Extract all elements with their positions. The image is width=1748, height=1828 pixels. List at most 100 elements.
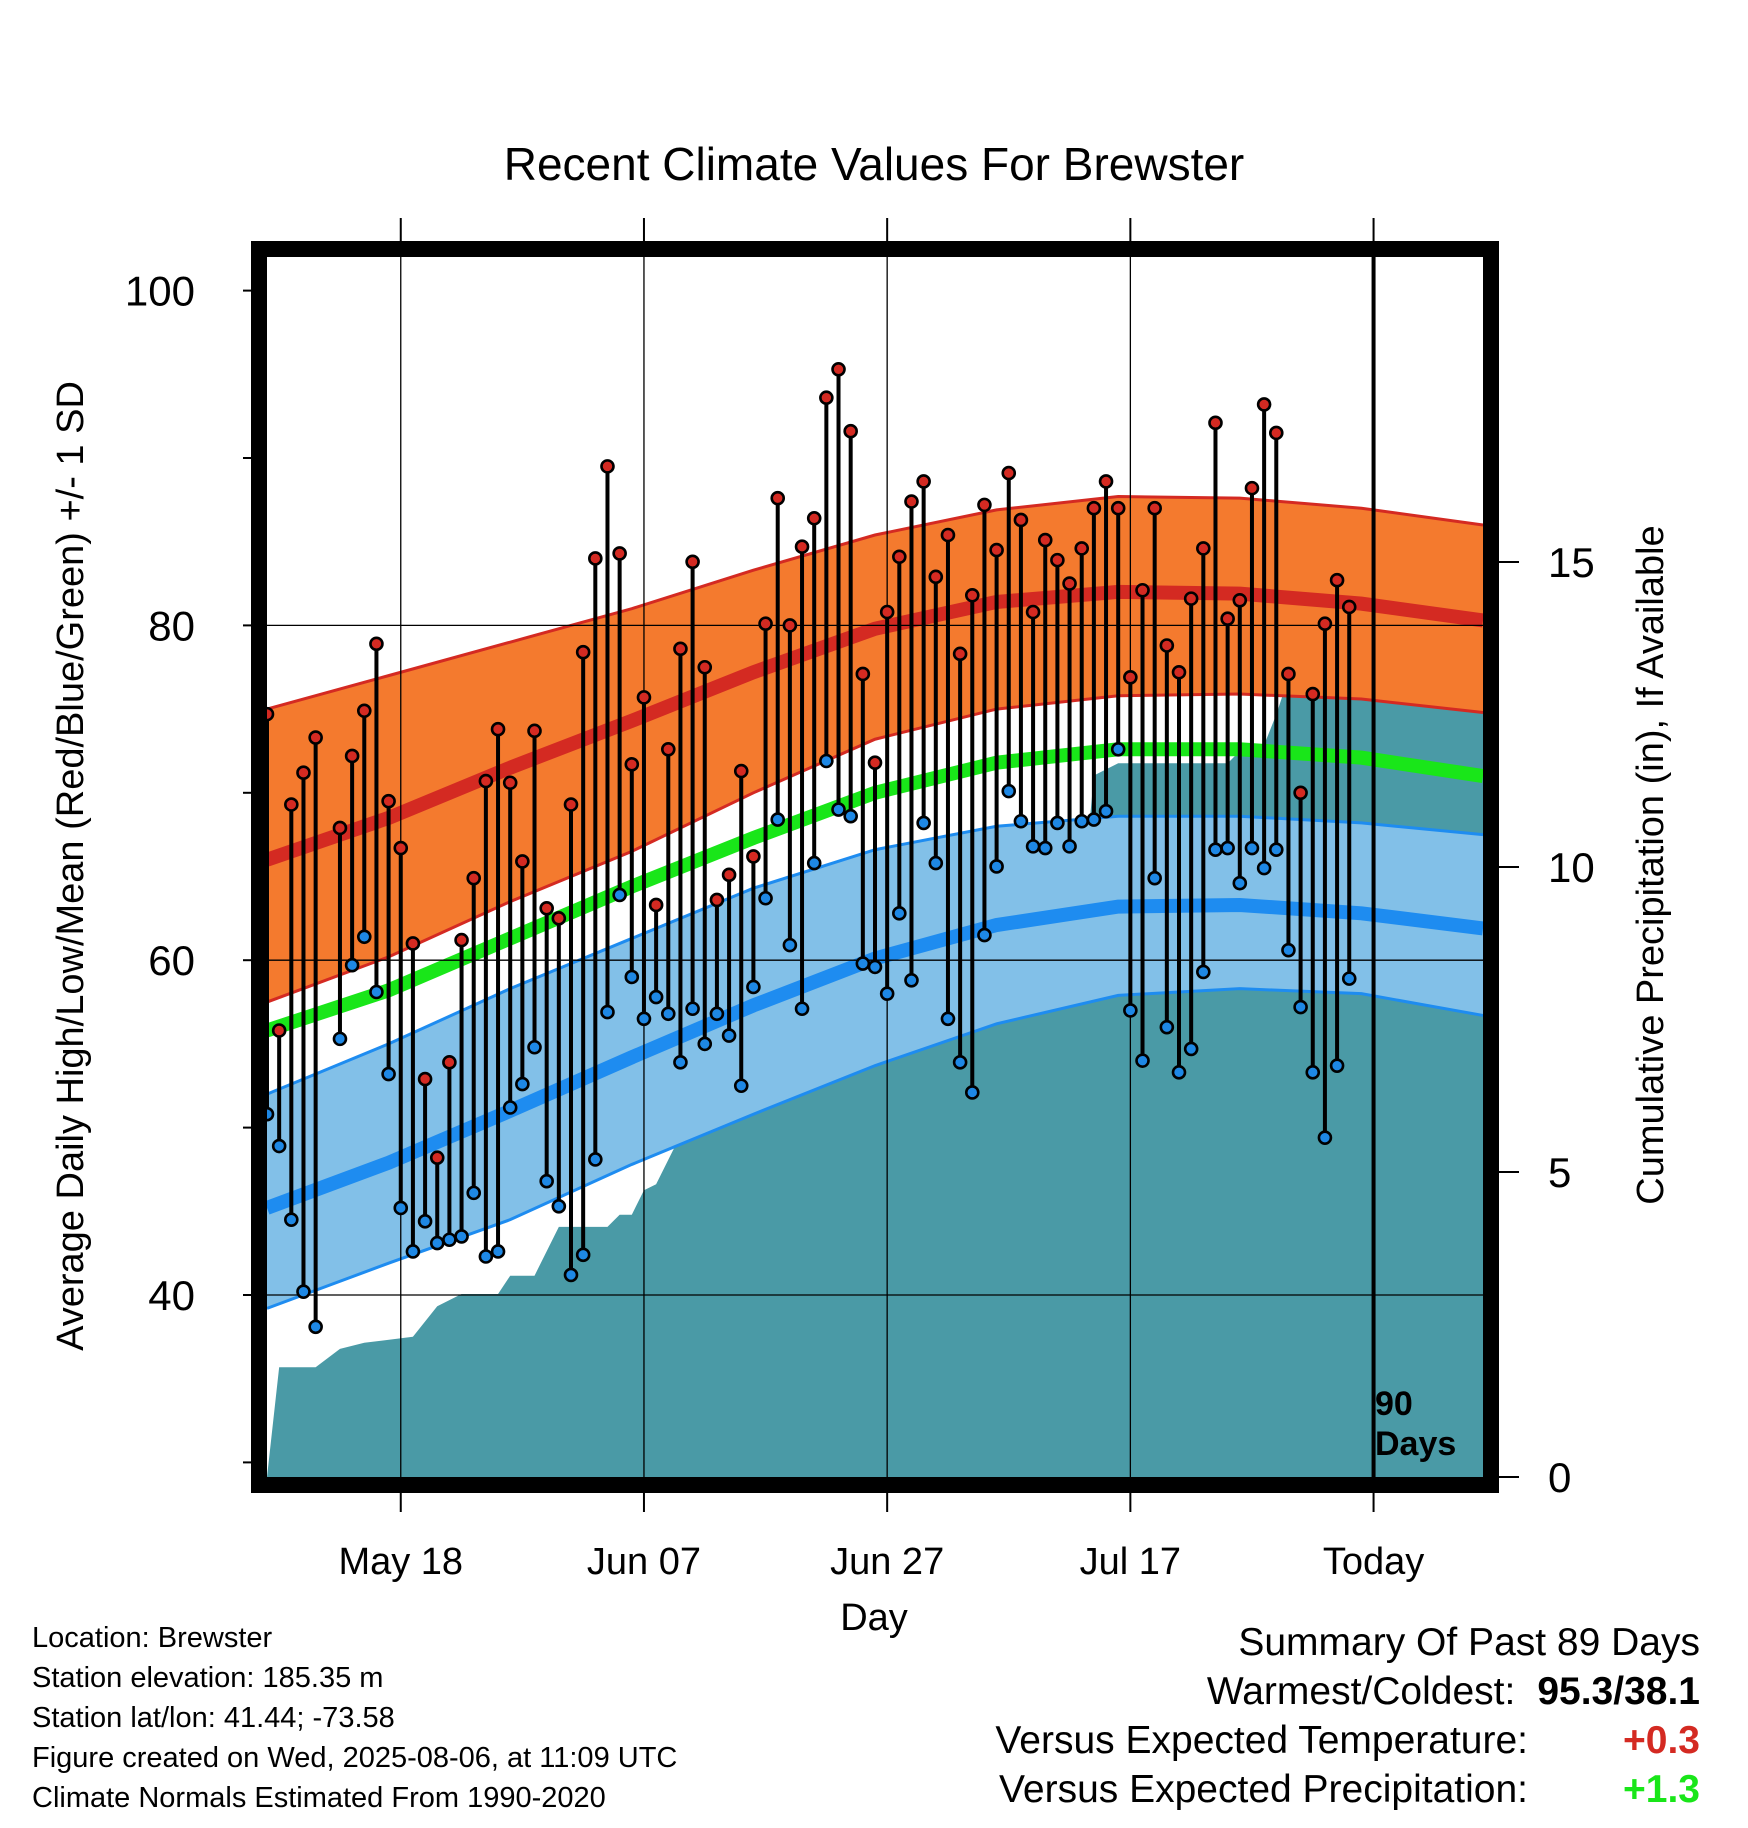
daily-high-dot bbox=[1037, 532, 1053, 548]
daily-high-dot bbox=[1147, 500, 1162, 516]
daily-low-dot bbox=[746, 979, 761, 995]
daily-high-dot bbox=[928, 569, 944, 585]
warmest-label: Warmest/Coldest: bbox=[1206, 1670, 1516, 1713]
daily-low-dot bbox=[1098, 803, 1114, 819]
y2-tick-label: 15 bbox=[1548, 539, 1595, 586]
daily-high-dot bbox=[539, 901, 554, 916]
daily-low-dot bbox=[1135, 1053, 1150, 1068]
y-tick-label: 60 bbox=[148, 937, 195, 984]
daily-low-dot bbox=[831, 802, 846, 817]
daily-high-dot bbox=[466, 870, 482, 886]
daily-low-dot bbox=[758, 890, 773, 906]
daily-low-dot bbox=[1074, 813, 1090, 829]
daily-low-dot bbox=[904, 972, 919, 988]
daily-low-dot bbox=[417, 1214, 433, 1229]
daily-high-dot bbox=[1098, 474, 1114, 489]
daily-low-dot bbox=[356, 929, 372, 945]
daily-low-dot bbox=[1183, 1041, 1199, 1057]
daily-high-dot bbox=[697, 659, 713, 675]
daily-low-dot bbox=[721, 1028, 737, 1043]
daily-high-dot bbox=[916, 474, 931, 489]
daily-high-dot bbox=[660, 741, 676, 757]
daily-low-dot bbox=[296, 1284, 311, 1299]
daily-low-dot bbox=[308, 1319, 323, 1335]
created-text: Figure created on Wed, 2025-08-06, at 11… bbox=[32, 1742, 678, 1774]
daily-low-dot bbox=[1220, 840, 1235, 856]
daily-low-dot bbox=[977, 927, 992, 943]
latlon-text: Station lat/lon: 41.44; -73.58 bbox=[32, 1702, 395, 1734]
y-tick-label: 40 bbox=[148, 1272, 195, 1319]
daily-high-dot bbox=[1086, 500, 1102, 516]
elevation-text: Station elevation: 185.35 m bbox=[32, 1662, 384, 1694]
daily-high-dot bbox=[721, 867, 737, 883]
daily-low-dot bbox=[660, 1006, 676, 1022]
daily-low-dot bbox=[1232, 875, 1248, 891]
daily-high-dot bbox=[1183, 591, 1199, 606]
daily-low-dot bbox=[916, 815, 931, 831]
daily-low-dot bbox=[855, 956, 871, 971]
x-axis-label: Day bbox=[840, 1597, 908, 1639]
daily-high-dot bbox=[1244, 480, 1260, 496]
daily-high-dot bbox=[952, 646, 968, 662]
daily-low-dot bbox=[819, 753, 834, 769]
temp-label: Versus Expected Temperature: bbox=[995, 1719, 1528, 1762]
x-tick-label: May 18 bbox=[338, 1541, 463, 1583]
daily-low-dot bbox=[612, 887, 627, 903]
daily-high-dot bbox=[1013, 512, 1029, 528]
daily-high-dot bbox=[600, 459, 615, 474]
daily-high-dot bbox=[454, 932, 469, 948]
y-axis-label: Average Daily High/Low/Mean (Red/Blue/Gr… bbox=[50, 381, 92, 1351]
daily-high-dot bbox=[806, 510, 822, 526]
daily-high-dot bbox=[782, 618, 798, 633]
x-tick-label: Jun 07 bbox=[587, 1541, 701, 1583]
daily-high-dot bbox=[1341, 599, 1357, 615]
daily-low-dot bbox=[1110, 741, 1126, 757]
daily-high-dot bbox=[1196, 541, 1211, 556]
daily-low-dot bbox=[502, 1100, 518, 1115]
daily-high-dot bbox=[1220, 611, 1235, 627]
normals-note: Climate Normals Estimated From 1990-2020 bbox=[32, 1782, 606, 1814]
summary-warmest-row: Warmest/Coldest: 95.3/38.1 bbox=[995, 1667, 1700, 1716]
daily-low-dot bbox=[964, 1085, 980, 1100]
daily-low-dot bbox=[1062, 839, 1077, 854]
y2-tick-label: 0 bbox=[1548, 1454, 1571, 1501]
daily-high-dot bbox=[648, 897, 664, 913]
daily-low-dot bbox=[709, 1006, 725, 1022]
daily-low-dot bbox=[1317, 1130, 1333, 1145]
y2-tick-label: 10 bbox=[1548, 844, 1595, 891]
summary-heading: Summary Of Past 89 Days bbox=[1238, 1621, 1700, 1664]
daily-low-dot bbox=[1196, 964, 1211, 980]
daily-low-dot bbox=[600, 1004, 615, 1020]
daily-low-dot bbox=[1244, 840, 1260, 856]
daily-low-dot bbox=[1050, 815, 1065, 831]
daily-high-dot bbox=[1293, 785, 1308, 801]
daily-high-dot bbox=[843, 423, 858, 439]
daily-high-dot bbox=[527, 723, 542, 739]
daily-low-dot bbox=[1268, 842, 1284, 858]
daily-high-dot bbox=[551, 911, 567, 926]
daily-low-dot bbox=[1341, 971, 1357, 986]
daily-high-dot bbox=[284, 797, 299, 812]
daily-low-dot bbox=[393, 1200, 409, 1216]
daily-high-dot bbox=[588, 551, 603, 566]
daily-low-dot bbox=[1159, 1019, 1175, 1035]
summary-panel: Summary Of Past 89 Days Warmest/Coldest:… bbox=[995, 1618, 1700, 1814]
daily-high-dot bbox=[575, 644, 591, 660]
daily-low-dot bbox=[1013, 813, 1029, 829]
daily-high-dot bbox=[563, 797, 579, 812]
daily-high-dot bbox=[989, 542, 1004, 558]
daily-high-dot bbox=[904, 494, 919, 509]
daily-low-dot bbox=[478, 1249, 494, 1264]
daily-low-dot bbox=[940, 1011, 956, 1027]
daily-low-dot bbox=[344, 957, 360, 973]
daily-low-dot bbox=[515, 1076, 530, 1092]
warmest-value: 95.3/38.1 bbox=[1537, 1670, 1700, 1713]
daily-low-dot bbox=[551, 1198, 567, 1214]
daily-low-dot bbox=[624, 969, 640, 985]
daily-low-dot bbox=[673, 1055, 688, 1070]
daily-high-dot bbox=[940, 527, 956, 543]
daily-low-dot bbox=[928, 855, 944, 871]
daily-high-dot bbox=[709, 892, 725, 908]
location-text: Location: Brewster bbox=[32, 1622, 273, 1654]
plot-frame bbox=[251, 241, 1499, 1493]
